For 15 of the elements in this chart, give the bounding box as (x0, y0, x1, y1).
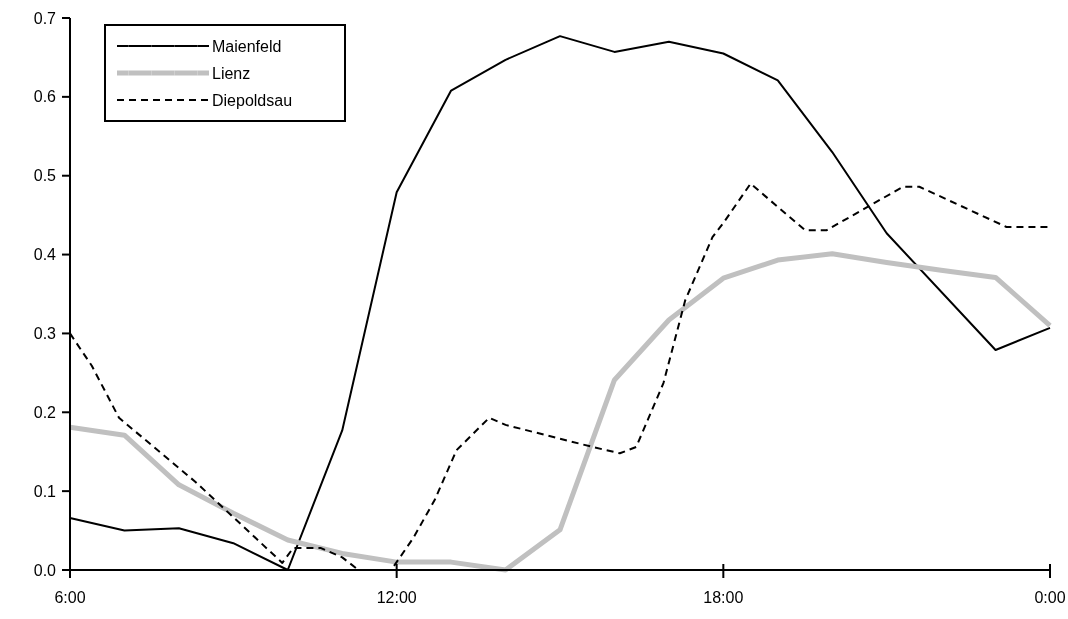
y-tick-label: 0.6 (33, 88, 57, 106)
x-tick-label: 0:00 (1034, 589, 1066, 606)
y-tick-label: 0.0 (33, 561, 57, 579)
y-tick-label: 0.2 (33, 403, 57, 421)
x-tick-label: 18:00 (703, 589, 744, 606)
y-tick-label: 0.4 (33, 246, 57, 264)
y-tick-label: 0.3 (33, 325, 57, 343)
y-tick-label: 0.1 (33, 482, 57, 500)
y-tick-label: 0.5 (33, 167, 57, 185)
legend-label: Diepoldsau (212, 91, 293, 109)
legend-label: Maienfeld (212, 37, 282, 55)
x-tick-label: 6:00 (54, 589, 86, 606)
legend-label: Lienz (212, 64, 251, 82)
x-tick-label: 12:00 (376, 589, 417, 606)
y-tick-label: 0.7 (33, 9, 57, 27)
